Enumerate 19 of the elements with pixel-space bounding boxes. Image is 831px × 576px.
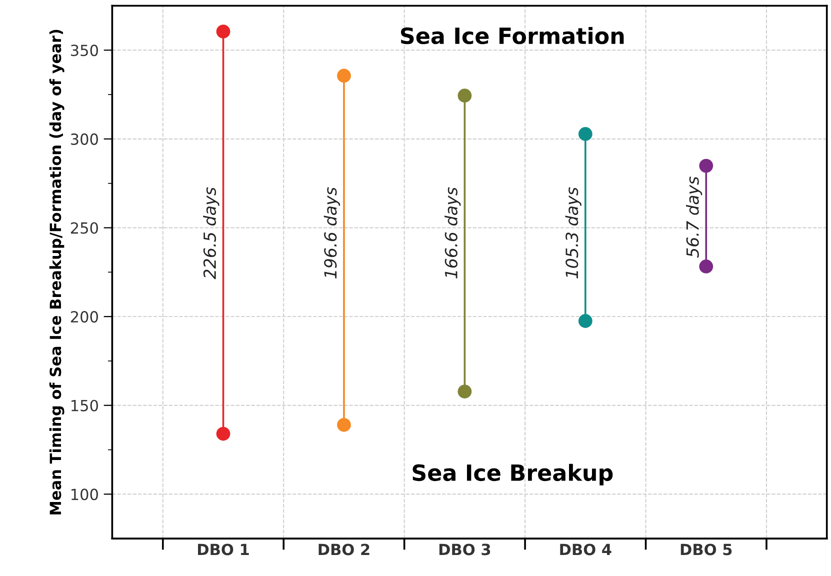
annotation: 196.6 days <box>324 187 340 278</box>
annotation: 56.7 days <box>686 176 702 258</box>
annotation: 105.3 days <box>565 187 582 278</box>
annotation: 166.6 days <box>444 187 461 278</box>
y-tick-label: 100 <box>72 488 98 500</box>
y-tick-label: 250 <box>70 222 98 234</box>
x-tick-label: DBO 1 <box>198 544 249 556</box>
y-tick-label: 300 <box>70 133 98 145</box>
annotation: Sea Ice Formation <box>400 26 624 44</box>
x-tick-label: DBO 4 <box>560 544 612 556</box>
y-axis-title: Mean Timing of Sea Ice Breakup/Formation (day of year) <box>49 30 64 514</box>
annotation: 226.5 days <box>203 187 220 280</box>
y-tick-label: 150 <box>72 400 98 412</box>
y-tick-label: 200 <box>70 311 98 323</box>
x-tick-label: DBO 2 <box>318 544 370 556</box>
x-tick-label: DBO 3 <box>439 544 490 556</box>
annotation: Sea Ice Breakup <box>412 464 613 486</box>
x-tick-label: DBO 5 <box>680 544 732 556</box>
y-tick-label: 350 <box>70 44 98 56</box>
